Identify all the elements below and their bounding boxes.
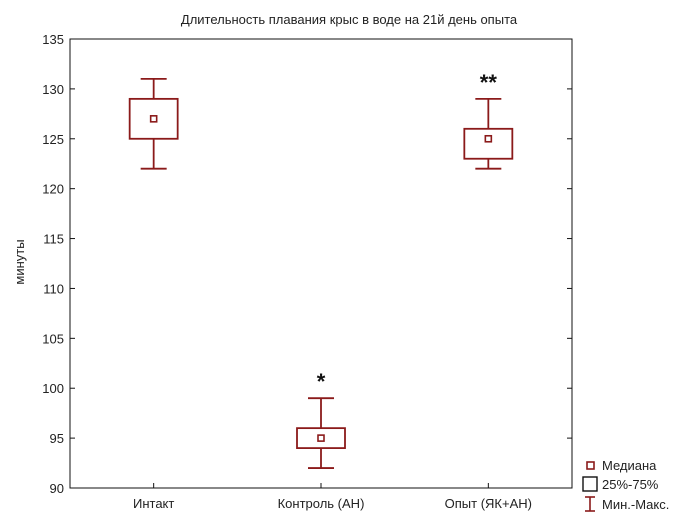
x-axis-categories: Интакт Контроль (АН) Опыт (ЯК+АН) — [133, 483, 532, 511]
box-group: * — [296, 369, 346, 469]
legend-median-symbol — [586, 461, 595, 470]
x-category-label: Опыт (ЯК+АН) — [445, 496, 532, 511]
y-tick-label: 105 — [42, 331, 64, 346]
median-marker — [149, 115, 158, 123]
y-axis-ticks: 90 95 100 105 110 115 120 125 130 135 — [42, 32, 572, 496]
median-marker — [317, 434, 325, 442]
y-tick-label: 120 — [42, 182, 64, 197]
y-tick-label: 130 — [42, 82, 64, 97]
legend: Медиана 25%-75% Мин.-Макс. — [582, 458, 669, 512]
median-marker — [484, 134, 493, 143]
legend-label: 25%-75% — [602, 477, 659, 492]
box-iqr — [463, 127, 514, 160]
x-category-label: Интакт — [133, 496, 174, 511]
significance-annotation: ** — [480, 70, 498, 95]
legend-box-symbol — [582, 476, 598, 492]
box-iqr — [296, 427, 346, 449]
box-group: ** — [463, 70, 514, 170]
legend-label: Мин.-Макс. — [602, 497, 669, 512]
significance-annotation: * — [317, 369, 326, 394]
legend-label: Медиана — [602, 458, 657, 473]
y-tick-label: 135 — [42, 32, 64, 47]
box-series: *** — [128, 70, 514, 469]
y-tick-label: 125 — [42, 132, 64, 147]
y-tick-label: 95 — [50, 431, 64, 446]
chart-title: Длительность плавания крыс в воде на 21й… — [181, 12, 518, 27]
y-tick-label: 115 — [43, 232, 64, 247]
box-iqr — [128, 97, 179, 140]
y-tick-label: 90 — [50, 481, 64, 496]
y-tick-label: 100 — [42, 381, 64, 396]
box-group — [128, 78, 179, 170]
y-axis-label: минуты — [12, 239, 27, 284]
x-category-label: Контроль (АН) — [278, 496, 365, 511]
y-tick-label: 110 — [43, 281, 64, 296]
